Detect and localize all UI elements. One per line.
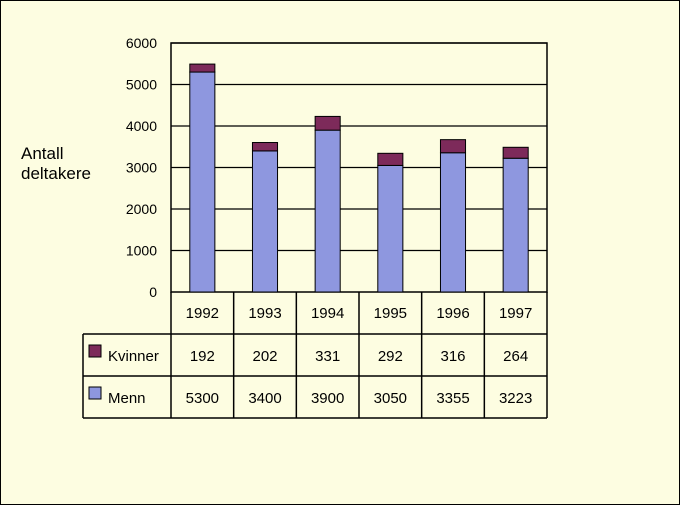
y-tick-label-0: 0 bbox=[149, 284, 157, 300]
data-label-kvinner-1992: 192 bbox=[190, 348, 215, 365]
bar-menn-1992 bbox=[189, 71, 216, 293]
data-label-menn-1994: 3900 bbox=[311, 390, 344, 407]
legend-key-menn bbox=[88, 386, 102, 400]
legend-label-menn: Menn bbox=[108, 390, 146, 407]
bar-menn-1997 bbox=[502, 157, 529, 293]
bar-kvinner-1992 bbox=[189, 63, 216, 73]
data-label-menn-1993: 3400 bbox=[248, 390, 281, 407]
category-label-1994: 1994 bbox=[311, 305, 344, 322]
y-tick-label-2000: 2000 bbox=[126, 201, 157, 217]
bar-kvinner-1997 bbox=[502, 146, 529, 159]
bar-menn-1996 bbox=[439, 152, 467, 293]
legend-key-kvinner bbox=[88, 344, 102, 358]
bar-menn-1995 bbox=[377, 164, 404, 293]
category-label-1997: 1997 bbox=[499, 305, 532, 322]
bar-kvinner-1994 bbox=[314, 115, 341, 131]
data-label-kvinner-1994: 331 bbox=[315, 348, 340, 365]
y-tick-label-5000: 5000 bbox=[126, 77, 157, 93]
category-label-1992: 1992 bbox=[186, 305, 219, 322]
data-label-kvinner-1993: 202 bbox=[252, 348, 277, 365]
bar-kvinner-1996 bbox=[439, 139, 467, 154]
y-tick-label-3000: 3000 bbox=[126, 160, 157, 176]
data-label-menn-1995: 3050 bbox=[374, 390, 407, 407]
data-label-menn-1996: 3355 bbox=[436, 390, 469, 407]
y-axis-label-line-1: Antall bbox=[21, 144, 64, 163]
data-label-kvinner-1995: 292 bbox=[378, 348, 403, 365]
category-label-1993: 1993 bbox=[248, 305, 281, 322]
data-label-menn-1997: 3223 bbox=[499, 390, 532, 407]
category-label-1995: 1995 bbox=[374, 305, 407, 322]
category-label-1996: 1996 bbox=[436, 305, 469, 322]
legend-label-kvinner: Kvinner bbox=[108, 348, 159, 365]
data-label-kvinner-1996: 316 bbox=[440, 348, 465, 365]
bar-kvinner-1995 bbox=[377, 152, 404, 166]
bar-kvinner-1993 bbox=[251, 142, 279, 152]
y-tick-label-6000: 6000 bbox=[126, 35, 157, 51]
data-label-menn-1992: 5300 bbox=[186, 390, 219, 407]
data-label-kvinner-1997: 264 bbox=[503, 348, 528, 365]
bar-menn-1994 bbox=[314, 129, 341, 293]
y-axis-label-line-2: deltakere bbox=[21, 164, 91, 183]
y-tick-label-1000: 1000 bbox=[126, 243, 157, 259]
bar-menn-1993 bbox=[251, 150, 279, 293]
y-tick-label-4000: 4000 bbox=[126, 118, 157, 134]
